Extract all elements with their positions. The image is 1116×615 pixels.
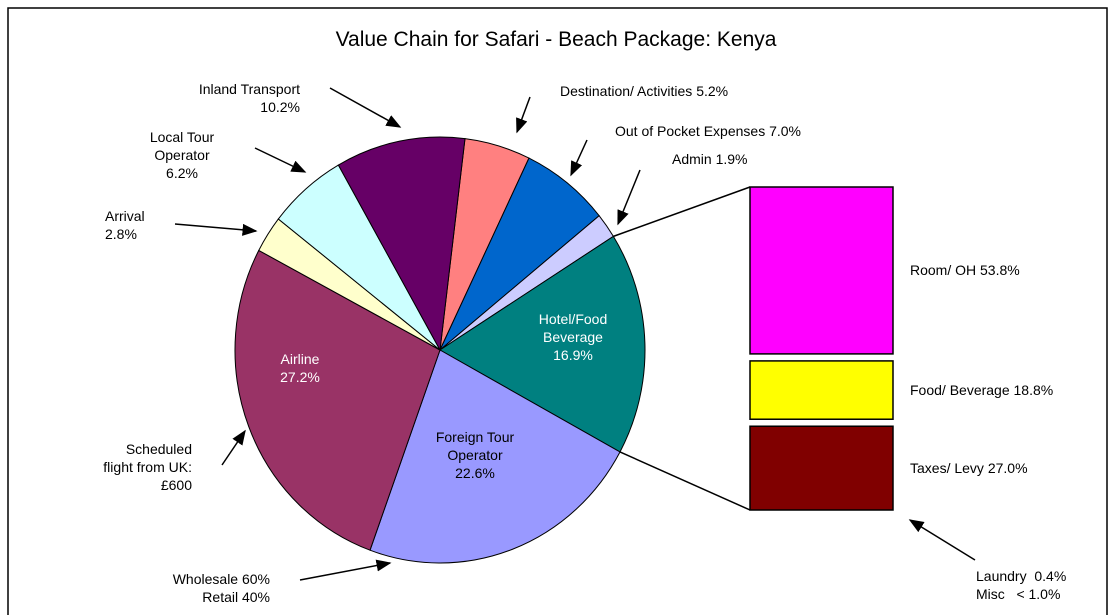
connector xyxy=(613,186,751,238)
slice-value: 27.2% xyxy=(280,369,320,385)
slice-label: Local Tour Operator 6.2% xyxy=(137,128,227,182)
slice-label: Foreign Tour Operator 22.6% xyxy=(435,428,515,482)
segment-value: 18.8% xyxy=(1013,382,1054,399)
slice-value: 6.2% xyxy=(166,165,198,181)
slice-name: Airline xyxy=(280,351,320,367)
slice-label: Arrival 2.8% xyxy=(105,207,175,243)
annotation-line: Laundry 0.4% xyxy=(976,568,1067,584)
slice-label: Out of Pocket Expenses 7.0% xyxy=(615,122,875,140)
pie-slice xyxy=(369,349,621,564)
annotation-line: flight from UK: xyxy=(103,459,192,475)
slice-label: Destination/ Activities 5.2% xyxy=(560,82,820,100)
slice-label: Inland Transport 10.2% xyxy=(150,80,300,116)
pie-slice xyxy=(439,235,646,453)
slice-value: 10.2% xyxy=(260,99,300,115)
slice-name: Admin xyxy=(672,151,712,167)
slice-value: 7.0% xyxy=(769,123,802,139)
slice-name: Destination/ Activities xyxy=(560,83,693,99)
arrows xyxy=(174,87,976,581)
annotation: Scheduled flight from UK: £600 xyxy=(60,440,192,494)
slice-name: Local Tour Operator xyxy=(149,129,215,163)
slice-value: 22.6% xyxy=(455,465,495,481)
segment-label: Room/ OH 53.8% xyxy=(910,261,1020,279)
annotation-line: Scheduled xyxy=(125,441,192,457)
slice-name: Inland Transport xyxy=(198,81,300,97)
slice-value: 5.2% xyxy=(696,83,729,99)
slice-value: 1.9% xyxy=(715,151,748,167)
slice-label: Airline 27.2% xyxy=(258,350,342,386)
slice-name: Foreign Tour Operator xyxy=(435,429,515,463)
segment-value: 27.0% xyxy=(987,460,1028,477)
annotation: Laundry 0.4% Misc < 1.0% xyxy=(976,567,1066,603)
slice-label: Admin 1.9% xyxy=(672,150,792,168)
segment-label: Food/ Beverage 18.8% xyxy=(910,381,1053,399)
segment-label: Taxes/ Levy 27.0% xyxy=(910,459,1028,477)
annotation-line: Retail 40% xyxy=(202,589,270,605)
annotation: Wholesale 60% Retail 40% xyxy=(120,570,270,606)
bar-stack xyxy=(749,186,894,511)
slice-name: Hotel/Food Beverage xyxy=(538,311,608,345)
chart-title: Value Chain for Safari - Beach Package: … xyxy=(336,28,777,51)
segment-name: Taxes/ Levy xyxy=(910,460,984,477)
slice-value: 2.8% xyxy=(105,226,137,242)
pie xyxy=(234,136,646,564)
slice-value: 16.9% xyxy=(553,347,593,363)
bar-segment xyxy=(749,425,894,511)
annotation-line: £600 xyxy=(160,477,192,493)
annotation-line: Wholesale 60% xyxy=(172,571,270,587)
slice-name: Arrival xyxy=(105,208,145,224)
segment-name: Room/ OH xyxy=(910,262,977,279)
segment-value: 53.8% xyxy=(980,262,1020,279)
annotation-line: Misc < 1.0% xyxy=(976,586,1061,602)
segment-name: Food/ Beverage xyxy=(910,382,1010,399)
connector xyxy=(619,451,751,511)
slice-name: Out of Pocket Expenses xyxy=(615,123,766,139)
slice-label: Hotel/Food Beverage 16.9% xyxy=(518,310,628,364)
bar-segment xyxy=(749,360,894,420)
pie-slice xyxy=(234,249,441,551)
pie-slice xyxy=(337,136,466,352)
bar-segment xyxy=(749,186,894,355)
